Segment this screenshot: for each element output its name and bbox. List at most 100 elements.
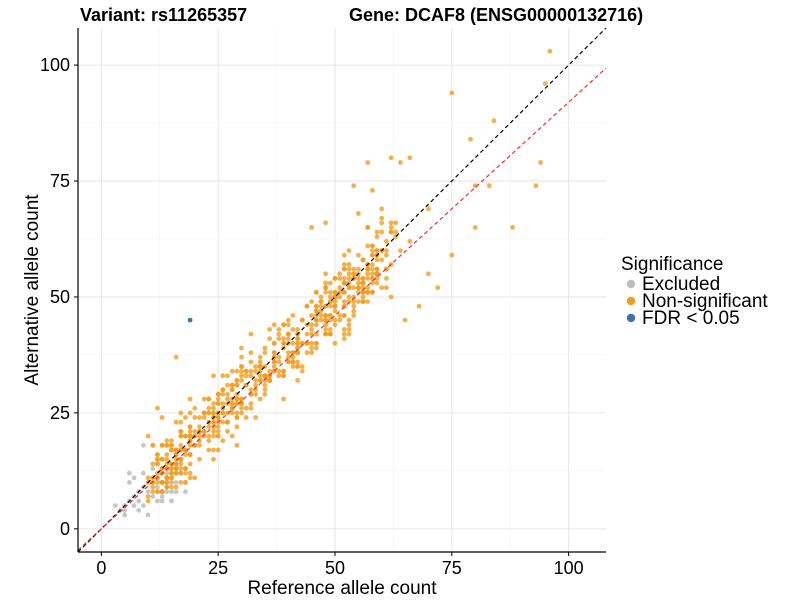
data-point [341,280,347,286]
data-point [309,225,314,230]
data-point [337,317,343,323]
data-point [262,391,268,397]
data-point [220,438,226,444]
data-point [169,447,174,453]
data-point [234,368,240,374]
data-point [155,489,160,495]
data-point [295,340,300,346]
data-point [155,480,160,485]
legend-swatch-non-significant [626,296,636,306]
data-point [192,415,198,420]
data-point [323,289,328,295]
data-point [276,336,282,342]
data-point [351,266,357,272]
data-point [276,368,282,374]
data-point [122,512,128,518]
data-point [234,382,240,388]
data-point [173,466,179,471]
data-point [327,289,333,295]
data-point [220,391,226,397]
data-point [229,368,235,374]
data-point [295,345,300,351]
data-point [370,289,375,295]
data-point [113,503,118,508]
data-point [159,456,165,462]
data-point [169,475,174,481]
data-point [341,331,347,337]
data-point [239,396,244,402]
data-point [187,429,193,434]
data-point [145,489,151,495]
data-point [341,266,347,272]
data-point [145,512,151,518]
data-point [346,317,352,323]
data-point [271,322,277,328]
data-point [178,480,184,485]
data-point [164,484,170,490]
data-point [309,340,314,346]
data-point [379,285,385,291]
data-point [155,484,160,490]
data-point [285,331,291,337]
data-point [388,155,394,161]
data-point [234,401,240,406]
data-point [346,285,352,291]
data-point [126,480,132,485]
data-point [211,410,216,416]
data-point [323,220,328,226]
data-point [309,299,314,304]
data-point [178,470,184,476]
data-point [187,433,193,439]
data-point [220,387,226,393]
data-point [281,336,286,342]
y-tick-label: 25 [50,403,70,423]
data-point [346,327,352,332]
data-point [449,252,455,258]
data-point [285,336,291,342]
data-point [262,345,268,351]
data-point [178,429,184,434]
data-point [360,276,366,281]
chart-title-variant: Variant: rs11265357 [80,5,247,25]
data-point [215,415,221,420]
data-point [341,262,347,267]
data-point [290,364,296,369]
data-point [341,327,347,332]
reference-line [77,67,607,551]
data-point [187,475,193,481]
data-point [197,433,202,439]
data-point [178,442,184,448]
data-point [183,415,188,420]
data-point [248,373,254,379]
data-point [211,447,216,453]
data-point [290,313,296,318]
data-point [332,322,338,328]
data-point [169,438,174,444]
data-point [150,466,156,471]
data-point [234,410,240,416]
data-point [178,419,184,425]
data-point [173,447,179,453]
data-point [299,340,305,346]
data-point [159,498,165,504]
data-point [290,327,296,332]
data-point [309,345,314,351]
data-point [206,405,212,411]
data-point [187,452,193,457]
data-point [356,252,361,258]
data-point [276,331,282,337]
data-point [169,461,174,467]
data-point [370,187,375,193]
data-point [309,322,314,328]
data-point [318,317,324,323]
data-point [337,313,343,318]
data-point [285,322,291,328]
y-axis-label: Alternative allele count [22,194,43,386]
data-point [183,489,188,495]
data-point [365,225,371,230]
data-point [262,350,268,355]
data-point [356,211,361,216]
data-point [304,350,310,355]
data-point [304,303,310,309]
